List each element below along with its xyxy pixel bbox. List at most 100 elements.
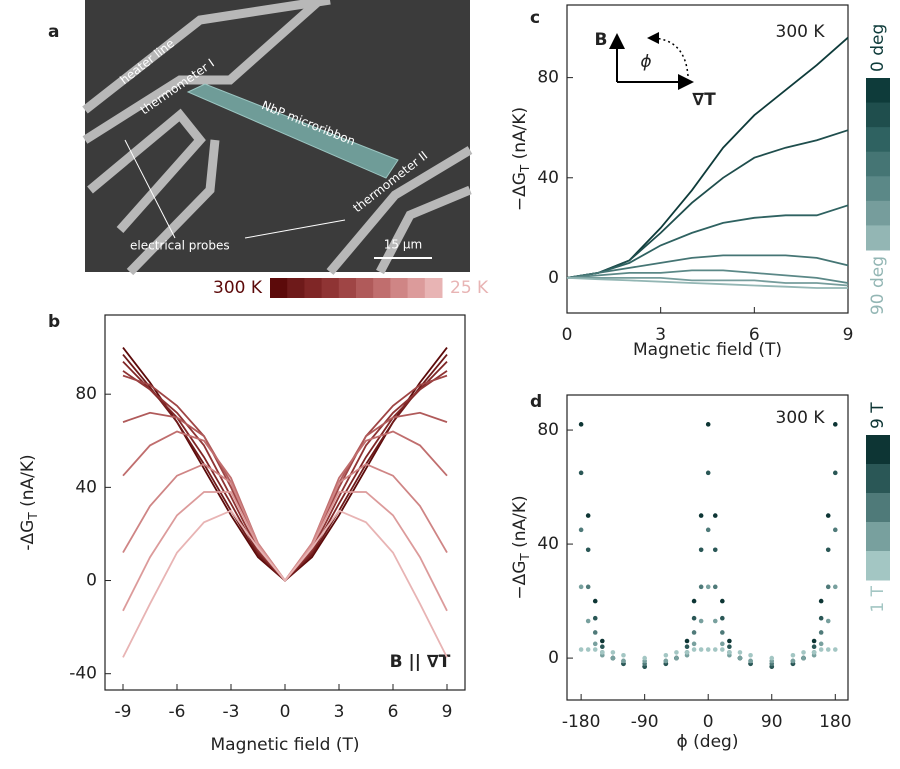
data-point: [825, 584, 831, 590]
data-point: [818, 615, 824, 621]
y-axis-label: -ΔGT (nA/K): [18, 454, 40, 550]
x-tick-label: 9: [442, 702, 453, 722]
x-tick-label: 90: [761, 712, 783, 732]
data-point: [578, 527, 584, 533]
colorbar-swatch: [321, 278, 340, 298]
colorbar-swatch: [356, 278, 374, 298]
colorbar-swatch: [866, 127, 890, 153]
colorbar-swatch: [866, 151, 890, 177]
data-line: [566, 269, 849, 284]
data-point: [705, 470, 711, 476]
y-axis-label-part: -ΔG: [18, 520, 38, 551]
y-tick-label: 0: [548, 268, 559, 288]
x-tick-label: 9: [843, 325, 854, 345]
data-line: [566, 204, 849, 279]
data-point: [825, 618, 831, 624]
data-point: [642, 655, 647, 661]
data-point: [727, 650, 732, 655]
colorbar-swatch: [270, 278, 288, 298]
colorbar-swatch: [287, 278, 305, 298]
data-point: [720, 598, 725, 604]
data-point: [585, 547, 591, 553]
data-line: [567, 277, 849, 287]
colorbar-label: 25 K: [450, 278, 489, 298]
data-point: [698, 584, 704, 590]
data-point: [801, 655, 806, 661]
data-point: [578, 647, 584, 652]
data-line: [566, 277, 848, 289]
data-point: [712, 584, 718, 590]
data-point: [818, 598, 824, 604]
panel-label: a: [48, 22, 59, 42]
data-point: [790, 652, 796, 658]
data-line: [122, 411, 448, 582]
panel-label: b: [48, 312, 60, 332]
data-point: [832, 422, 838, 427]
data-point: [600, 650, 605, 655]
data-line: [122, 354, 448, 582]
y-tick-label: 80: [537, 68, 559, 88]
data-point: [720, 630, 725, 635]
data-point: [790, 658, 796, 664]
colorbar-swatch: [866, 522, 890, 552]
colorbar-label: 9 T: [868, 402, 888, 429]
data-point: [818, 647, 824, 652]
panel-label: c: [530, 8, 540, 28]
data-point: [705, 527, 711, 533]
data-point: [698, 647, 704, 652]
data-point: [811, 644, 817, 649]
y-axis-label-part: T: [518, 553, 532, 562]
y-tick-label: -40: [69, 664, 97, 684]
data-point: [691, 630, 697, 635]
x-tick-label: 3: [655, 325, 666, 345]
annotation: 300 K: [776, 408, 826, 428]
colorbar-swatch: [866, 225, 890, 251]
diagram-label: B: [595, 30, 608, 50]
plot-frame: [566, 4, 849, 314]
plot-data: [122, 347, 448, 658]
data-point: [737, 650, 743, 655]
data-point: [811, 650, 817, 655]
data-point: [712, 618, 718, 624]
x-tick-label: 6: [749, 325, 760, 345]
data-point: [720, 647, 725, 652]
colorbar-swatch: [338, 278, 357, 298]
data-point: [578, 584, 584, 590]
data-line: [566, 36, 849, 279]
colorbar-swatch: [866, 78, 890, 104]
y-axis-label: −ΔGT (nA/K): [510, 495, 532, 599]
x-tick-label: 6: [388, 702, 399, 722]
data-point: [825, 513, 831, 518]
y-axis-label-part: T: [518, 164, 532, 173]
colorbar-swatch: [390, 278, 409, 298]
y-tick-label: 0: [548, 648, 559, 668]
data-point: [684, 638, 690, 644]
colorbar-label: 90 deg: [868, 256, 888, 315]
y-tick-label: 40: [75, 477, 97, 497]
data-point: [720, 615, 725, 621]
data-line: [122, 430, 448, 583]
colorbar-swatch: [866, 551, 890, 581]
y-axis-label-part: (nA/K): [510, 495, 530, 553]
image-label: electrical probes: [130, 239, 230, 253]
y-axis-label-part: T: [26, 512, 40, 521]
data-point: [737, 655, 743, 661]
data-point: [585, 618, 591, 624]
data-point: [748, 652, 753, 658]
data-point: [698, 547, 704, 553]
data-point: [691, 598, 697, 604]
diagram-angle: [647, 32, 689, 77]
x-tick-label: 180: [819, 712, 851, 732]
data-point: [578, 422, 584, 427]
y-tick-label: 0: [86, 571, 97, 591]
data-point: [825, 547, 831, 553]
data-point: [585, 584, 591, 590]
data-point: [712, 547, 718, 553]
data-point: [592, 630, 598, 635]
y-axis-label-part: (nA/K): [18, 454, 38, 512]
data-line: [122, 374, 448, 582]
colorbar-label: 0 deg: [868, 24, 888, 72]
data-point: [684, 650, 690, 655]
data-point: [705, 422, 711, 427]
